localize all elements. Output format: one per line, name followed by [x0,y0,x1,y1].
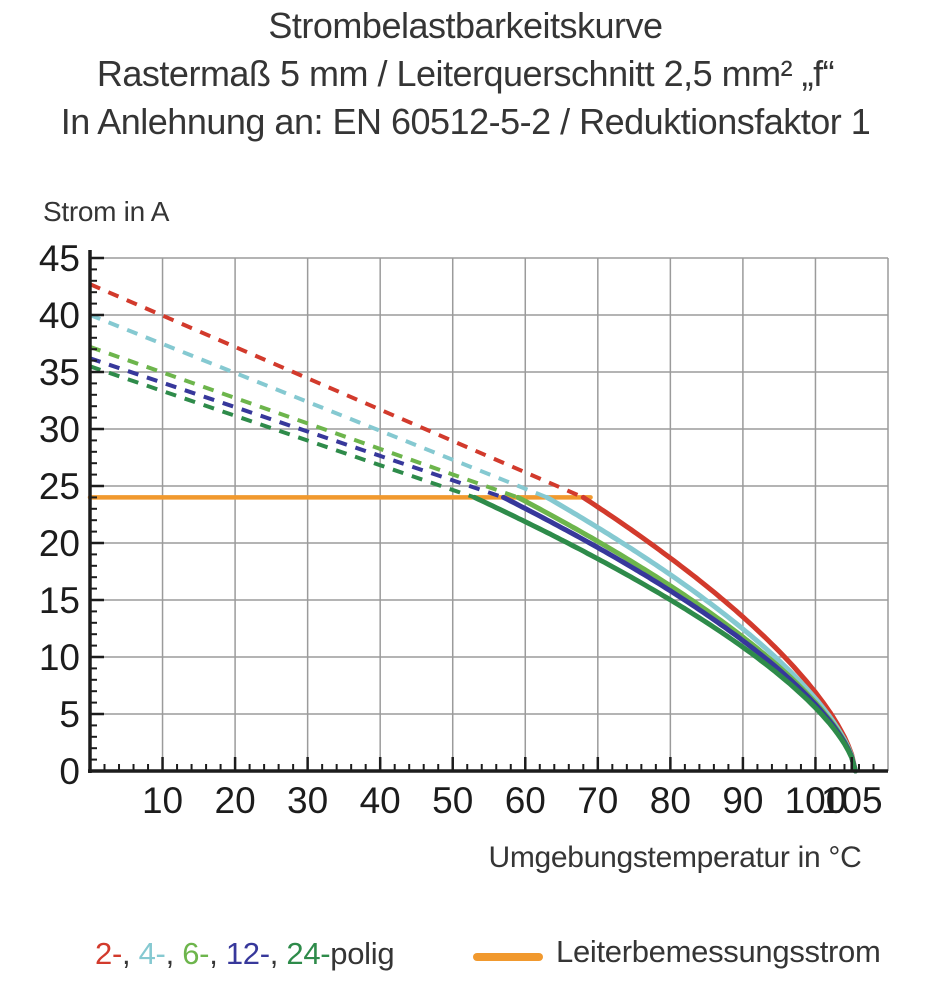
x-tick-label: 50 [432,780,473,821]
legend-pole-4: 4- [138,936,166,971]
reference-line-label: Leiterbemessungsstrom [556,934,881,969]
y-tick-label: 20 [39,523,80,564]
x-tick-label: 60 [505,780,546,821]
chart-subtitle-raster: Rastermaß 5 mm / Leiterquerschnitt 2,5 m… [96,53,835,94]
x-tick-label: 70 [577,780,618,821]
chart-title: Strombelastbarkeitskurve [268,5,663,46]
legend-pole-12: 12- [225,936,270,971]
legend-row: 2-, 4-, 6-, 12-, 24-polig Leiterbemessun… [0,928,931,978]
legend-pole-6: 6- [182,936,210,971]
y-tick-label: 40 [39,295,80,336]
y-tick-label: 25 [39,466,80,507]
x-tick-label: 30 [287,780,328,821]
x-tick-label: 40 [360,780,401,821]
x-tick-label: 90 [722,780,763,821]
x-tick-label: 20 [215,780,256,821]
curve-solid-6-polig [515,494,858,774]
curve-solid-12-polig [501,494,858,774]
y-tick-label: 35 [39,352,80,393]
derating-dashed-12-polig [89,356,505,500]
legend-pole-24: 24- [286,936,331,971]
y-tick-label: 5 [59,694,80,735]
chart-subtitle-norm: In Anlehnung an: EN 60512-5-2 / Reduktio… [60,101,871,142]
x-tick-label: 100 [785,780,847,821]
y-tick-label: 10 [39,637,80,678]
curve-solid-24-polig [472,494,858,774]
x-tick-label: 10 [142,780,183,821]
y-tick-label: 45 [39,238,80,279]
legend-separator: , [121,936,139,971]
title-block: Strombelastbarkeitskurve Rastermaß 5 mm … [0,2,931,146]
derating-dashed-4-polig [89,313,548,500]
y-tick-label: 0 [59,751,80,792]
legend-separator: , [165,936,183,971]
x-tick-label: 105 [821,780,883,821]
legend-poles: 2-, 4-, 6-, 12-, 24-polig [95,936,395,972]
derating-dashed-2-polig [89,282,585,500]
legend-pole-2: 2- [95,936,122,971]
legend-poles-suffix: polig [330,936,395,971]
y-axis-title: Strom in A [43,196,170,227]
y-tick-label: 30 [39,409,80,450]
x-tick-label: 80 [650,780,691,821]
derating-dashed-24-polig [89,364,476,500]
y-tick-label: 15 [39,580,80,621]
legend-separator: , [209,936,226,971]
derating-dashed-6-polig [89,345,519,500]
reference-line-swatch [473,953,543,961]
curve-solid-2-polig [580,494,858,774]
legend-separator: , [269,936,287,971]
curve-solid-4-polig [544,494,858,774]
x-axis-title: Umgebungstemperatur in °C [488,841,862,874]
